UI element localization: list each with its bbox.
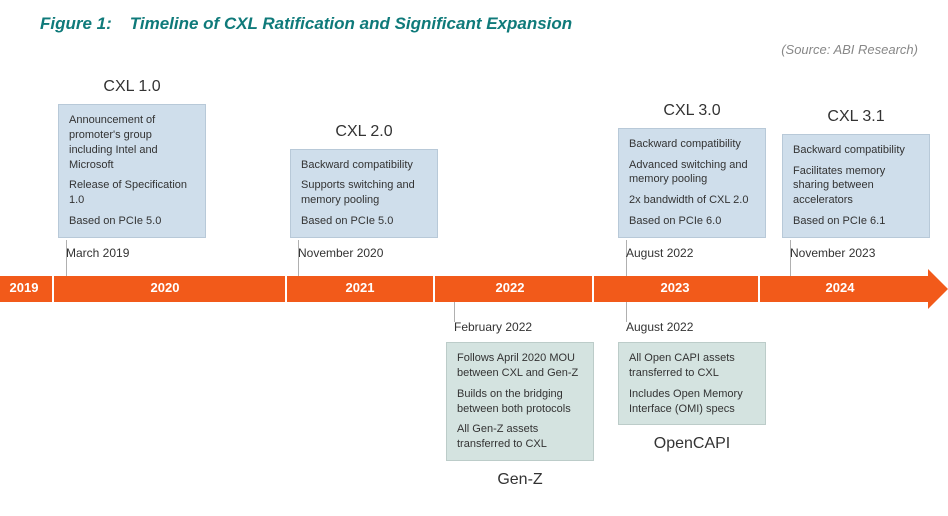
event-bullet: Supports switching and memory pooling xyxy=(301,178,427,208)
timeline-tick xyxy=(592,276,594,302)
event-box: Announcement of promoter's group includi… xyxy=(58,104,206,238)
event-date: March 2019 xyxy=(66,246,206,260)
figure-label: Figure 1: xyxy=(40,14,112,33)
event-bullet: Backward compatibility xyxy=(629,137,755,152)
event-bullet: Advanced switching and memory pooling xyxy=(629,158,755,188)
event-box: Backward compatibility Supports switching… xyxy=(290,149,438,238)
event-heading: CXL 2.0 xyxy=(290,123,438,141)
event-box: Backward compatibility Advanced switching… xyxy=(618,128,766,238)
figure-title-text: Timeline of CXL Ratification and Signifi… xyxy=(130,14,572,33)
timeline-year: 2020 xyxy=(151,280,180,295)
connector-line xyxy=(454,302,455,322)
timeline-year: 2024 xyxy=(826,280,855,295)
timeline-tick xyxy=(433,276,435,302)
timeline-tick xyxy=(758,276,760,302)
event-date: November 2023 xyxy=(790,246,930,260)
timeline-bar xyxy=(0,276,928,302)
timeline-event-bottom: February 2022 Follows April 2020 MOU betw… xyxy=(446,320,594,489)
event-bullet: Based on PCIe 6.1 xyxy=(793,214,919,229)
timeline-year: 2021 xyxy=(346,280,375,295)
event-heading: Gen-Z xyxy=(446,471,594,489)
event-date: August 2022 xyxy=(626,246,766,260)
event-box: All Open CAPI assets transferred to CXL I… xyxy=(618,342,766,425)
event-bullet: Includes Open Memory Interface (OMI) spe… xyxy=(629,387,755,417)
event-heading: CXL 1.0 xyxy=(58,78,206,96)
event-heading: OpenCAPI xyxy=(618,435,766,453)
timeline-event-top: CXL 3.1 Backward compatibility Facilitates… xyxy=(782,108,930,260)
event-heading: CXL 3.1 xyxy=(782,108,930,126)
event-bullet: All Open CAPI assets transferred to CXL xyxy=(629,351,755,381)
timeline-tick xyxy=(52,276,54,302)
event-bullet: Follows April 2020 MOU between CXL and G… xyxy=(457,351,583,381)
timeline-event-top: CXL 1.0 Announcement of promoter's group … xyxy=(58,78,206,260)
event-bullet: Backward compatibility xyxy=(301,158,427,173)
timeline-event-bottom: August 2022 All Open CAPI assets transfer… xyxy=(618,320,766,453)
event-bullet: Release of Specification 1.0 xyxy=(69,178,195,208)
event-heading: CXL 3.0 xyxy=(618,102,766,120)
figure-source: (Source: ABI Research) xyxy=(781,42,918,57)
timeline-year: 2019 xyxy=(10,280,39,295)
connector-line xyxy=(626,302,627,322)
event-date: February 2022 xyxy=(454,320,594,334)
event-box: Backward compatibility Facilitates memory… xyxy=(782,134,930,238)
timeline-year: 2023 xyxy=(661,280,690,295)
event-bullet: Based on PCIe 5.0 xyxy=(301,214,427,229)
timeline-event-top: CXL 2.0 Backward compatibility Supports sw… xyxy=(290,123,438,260)
event-date: November 2020 xyxy=(298,246,438,260)
event-box: Follows April 2020 MOU between CXL and G… xyxy=(446,342,594,461)
event-bullet: Announcement of promoter's group includi… xyxy=(69,113,195,172)
timeline-tick xyxy=(285,276,287,302)
timeline-event-top: CXL 3.0 Backward compatibility Advanced sw… xyxy=(618,102,766,260)
event-bullet: Builds on the bridging between both prot… xyxy=(457,387,583,417)
event-bullet: Backward compatibility xyxy=(793,143,919,158)
event-bullet: Based on PCIe 5.0 xyxy=(69,214,195,229)
timeline-arrow-icon xyxy=(928,269,948,309)
event-date: August 2022 xyxy=(626,320,766,334)
figure-title: Figure 1: Timeline of CXL Ratification an… xyxy=(40,14,572,34)
event-bullet: 2x bandwidth of CXL 2.0 xyxy=(629,193,755,208)
event-bullet: Facilitates memory sharing between accel… xyxy=(793,164,919,209)
timeline-year: 2022 xyxy=(496,280,525,295)
event-bullet: All Gen-Z assets transferred to CXL xyxy=(457,422,583,452)
event-bullet: Based on PCIe 6.0 xyxy=(629,214,755,229)
